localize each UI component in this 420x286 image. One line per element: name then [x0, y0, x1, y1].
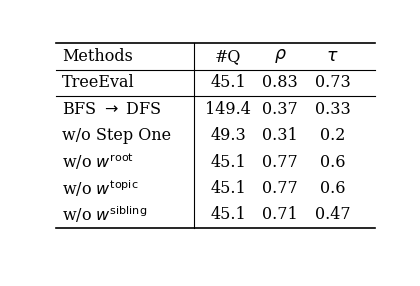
Text: 0.83: 0.83: [262, 74, 298, 91]
Text: 0.77: 0.77: [262, 154, 298, 170]
Text: Methods: Methods: [62, 48, 133, 65]
Text: 45.1: 45.1: [210, 206, 246, 223]
Text: 0.2: 0.2: [320, 127, 345, 144]
Text: 0.47: 0.47: [315, 206, 350, 223]
Text: 45.1: 45.1: [210, 154, 246, 170]
Text: 45.1: 45.1: [210, 180, 246, 197]
Text: 45.1: 45.1: [210, 74, 246, 91]
Text: w/o $w^{\mathrm{sibling}}$: w/o $w^{\mathrm{sibling}}$: [62, 204, 147, 225]
Text: BFS $\rightarrow$ DFS: BFS $\rightarrow$ DFS: [62, 101, 162, 118]
Text: 0.6: 0.6: [320, 180, 345, 197]
Text: $\tau$: $\tau$: [326, 48, 339, 65]
Text: 0.6: 0.6: [320, 154, 345, 170]
Text: w/o $w^{\mathrm{root}}$: w/o $w^{\mathrm{root}}$: [62, 152, 134, 172]
Text: #Q: #Q: [215, 48, 241, 65]
Text: 49.3: 49.3: [210, 127, 246, 144]
Text: w/o $w^{\mathrm{topic}}$: w/o $w^{\mathrm{topic}}$: [62, 178, 139, 199]
Text: 0.77: 0.77: [262, 180, 298, 197]
Text: $\rho$: $\rho$: [274, 47, 287, 65]
Text: 0.37: 0.37: [262, 101, 298, 118]
Text: 149.4: 149.4: [205, 101, 251, 118]
Text: 0.31: 0.31: [262, 127, 298, 144]
Text: TreeEval: TreeEval: [62, 74, 135, 91]
Text: w/o Step One: w/o Step One: [62, 127, 171, 144]
Text: 0.71: 0.71: [262, 206, 298, 223]
Text: 0.73: 0.73: [315, 74, 350, 91]
Text: 0.33: 0.33: [315, 101, 350, 118]
